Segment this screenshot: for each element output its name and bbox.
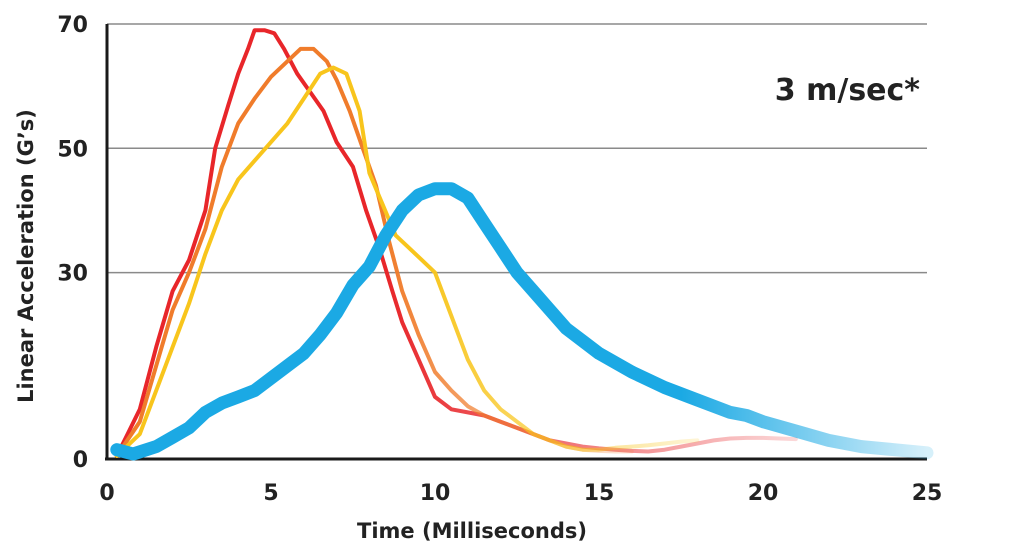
- speed-annotation: 3 m/sec*: [775, 73, 921, 108]
- x-tick-label-10: 10: [420, 481, 451, 506]
- x-tick-label-5: 5: [263, 481, 278, 506]
- x-tick-label-15: 15: [584, 481, 615, 506]
- x-tick-label-25: 25: [912, 481, 943, 506]
- series-line-1: [114, 28, 798, 458]
- y-tick-label-70: 70: [57, 13, 88, 38]
- x-tick-label-0: 0: [99, 481, 114, 506]
- tick-labels: 0 30 50 70 0 5 10 15 20 25: [57, 13, 942, 506]
- y-axis-title: Linear Acceleration (G’s): [14, 109, 38, 403]
- x-axis-title: Time (Milliseconds): [357, 519, 587, 543]
- x-tick-label-20: 20: [748, 481, 779, 506]
- series-line-3: [114, 65, 700, 458]
- y-tick-label-30: 30: [57, 262, 88, 287]
- series-lines: [110, 28, 934, 461]
- y-tick-label-50: 50: [57, 137, 88, 162]
- series-line-4: [110, 182, 934, 461]
- y-tick-label-0: 0: [73, 448, 88, 473]
